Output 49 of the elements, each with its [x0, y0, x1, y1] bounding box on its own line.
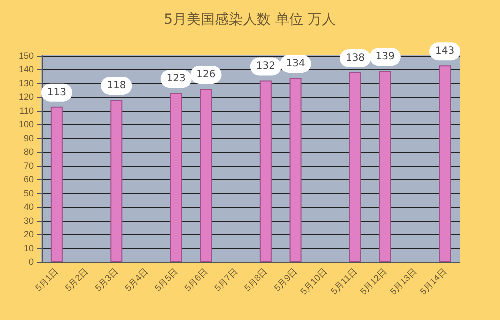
y-tick-label: 150 [18, 51, 34, 61]
x-tick-label: 5月13日 [388, 266, 419, 297]
x-tick-label: 5月5日 [153, 266, 180, 294]
data-label: 132 [256, 61, 276, 72]
x-tick-label: 5月11日 [329, 266, 360, 296]
x-tick-label: 5月6日 [182, 266, 210, 294]
x-tick-label: 5月2日 [63, 266, 90, 294]
bar [110, 100, 123, 262]
y-tick-label: 30 [24, 216, 34, 226]
data-label: 126 [196, 69, 216, 80]
x-tick-label: 5月7日 [212, 266, 240, 294]
y-tick-label: 10 [24, 243, 34, 254]
data-label: 118 [107, 80, 126, 92]
data-label: 123 [166, 74, 186, 85]
y-tick-label: 70 [24, 160, 34, 171]
y-tick-label: 100 [18, 120, 34, 130]
bar [290, 78, 302, 262]
data-label: 134 [286, 58, 306, 70]
bar [50, 106, 63, 262]
y-tick-label: 120 [18, 92, 34, 102]
y-tick-label: 110 [20, 106, 34, 116]
bar [260, 80, 272, 262]
x-tick-label: 5月4日 [123, 266, 150, 294]
data-label: 143 [436, 46, 455, 58]
x-tick-label: 5月3日 [93, 266, 120, 294]
y-tick-label: 0 [28, 257, 34, 267]
y-tick-label: 80 [24, 147, 34, 158]
y-tick-label: 50 [24, 188, 34, 198]
data-label: 138 [346, 52, 366, 64]
x-tick-label: 5月1日 [34, 266, 60, 294]
y-tick-label: 90 [24, 133, 34, 144]
data-label: 113 [47, 87, 66, 98]
bar [379, 71, 392, 262]
y-tick-label: 40 [24, 202, 34, 212]
chart-title: 5月美国感染人数 单位 万人 [164, 12, 336, 28]
bar [439, 66, 452, 262]
x-tick-label: 5月8日 [242, 266, 270, 294]
data-label: 139 [376, 52, 395, 63]
y-tick-label: 60 [24, 174, 34, 185]
bar [170, 93, 182, 262]
x-tick-label: 5月9日 [272, 266, 300, 294]
bar [350, 72, 362, 262]
x-tick-label: 5月12日 [358, 266, 389, 297]
x-tick-label: 5月14日 [418, 266, 449, 297]
y-tick-label: 130 [18, 78, 34, 88]
y-tick-label: 140 [18, 64, 34, 75]
bar [200, 88, 212, 262]
y-tick-label: 20 [24, 230, 34, 240]
x-tick-label: 5月10日 [298, 266, 330, 297]
